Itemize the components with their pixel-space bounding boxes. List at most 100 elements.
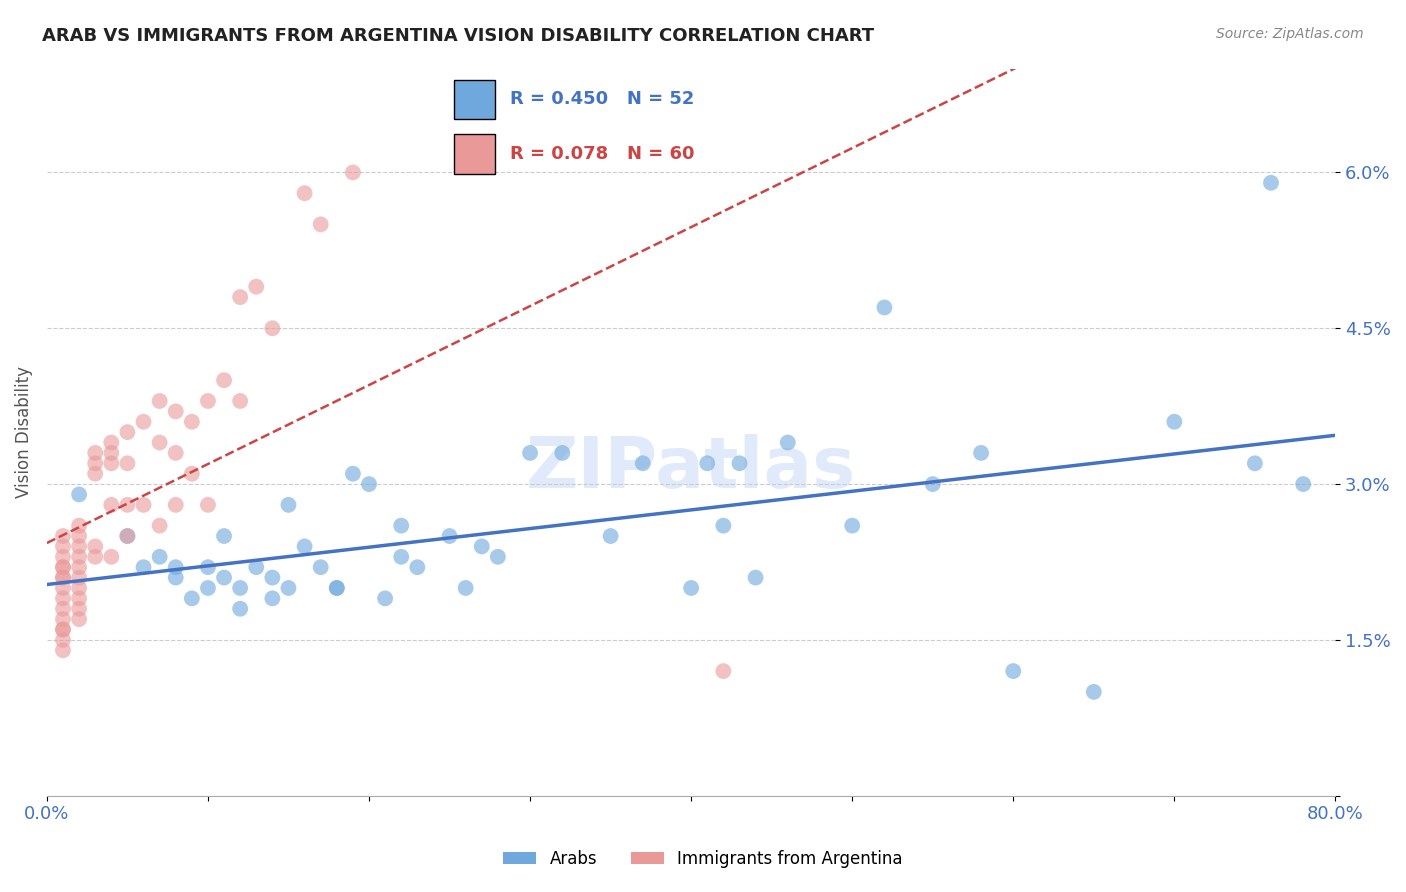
Point — [1244, 456, 1267, 470]
Point — [309, 560, 332, 574]
Point — [406, 560, 429, 574]
Point — [132, 560, 155, 574]
Point — [711, 664, 734, 678]
Point — [67, 518, 90, 533]
Point — [132, 415, 155, 429]
Point — [197, 498, 219, 512]
FancyBboxPatch shape — [454, 79, 495, 119]
Y-axis label: Vision Disability: Vision Disability — [15, 366, 32, 498]
Point — [696, 456, 718, 470]
Point — [326, 581, 349, 595]
Point — [294, 540, 316, 554]
Point — [52, 571, 75, 585]
Point — [117, 498, 139, 512]
Point — [262, 571, 284, 585]
Point — [165, 404, 187, 418]
Point — [728, 456, 751, 470]
Text: R = 0.450   N = 52: R = 0.450 N = 52 — [510, 90, 695, 108]
Point — [1260, 176, 1282, 190]
Point — [67, 581, 90, 595]
Point — [262, 321, 284, 335]
Point — [873, 301, 896, 315]
Point — [149, 549, 172, 564]
Point — [100, 456, 122, 470]
Point — [454, 581, 477, 595]
Point — [197, 394, 219, 409]
Point — [52, 591, 75, 606]
Point — [245, 279, 267, 293]
Point — [84, 540, 107, 554]
Point — [631, 456, 654, 470]
Point — [100, 549, 122, 564]
Point — [67, 591, 90, 606]
Point — [389, 549, 412, 564]
Point — [67, 571, 90, 585]
FancyBboxPatch shape — [454, 134, 495, 174]
Point — [117, 529, 139, 543]
Point — [52, 623, 75, 637]
Point — [342, 467, 364, 481]
Point — [342, 165, 364, 179]
Point — [67, 540, 90, 554]
Point — [52, 571, 75, 585]
Point — [84, 549, 107, 564]
Point — [52, 612, 75, 626]
Point — [519, 446, 541, 460]
Point — [262, 591, 284, 606]
Point — [52, 560, 75, 574]
Point — [52, 540, 75, 554]
Point — [67, 529, 90, 543]
Text: ZIPatlas: ZIPatlas — [526, 434, 856, 503]
Point — [1083, 685, 1105, 699]
Point — [212, 571, 235, 585]
Point — [165, 560, 187, 574]
Point — [149, 518, 172, 533]
Point — [52, 632, 75, 647]
Point — [67, 487, 90, 501]
Point — [309, 218, 332, 232]
Point — [1292, 477, 1315, 491]
Point — [52, 529, 75, 543]
Point — [197, 560, 219, 574]
Point — [681, 581, 703, 595]
Point — [711, 518, 734, 533]
Point — [744, 571, 766, 585]
Point — [389, 518, 412, 533]
Point — [1163, 415, 1185, 429]
Point — [197, 581, 219, 595]
Point — [841, 518, 863, 533]
Point — [165, 446, 187, 460]
Point — [245, 560, 267, 574]
Point — [212, 373, 235, 387]
Point — [149, 394, 172, 409]
Point — [599, 529, 621, 543]
Point — [277, 498, 299, 512]
Point — [132, 498, 155, 512]
Point — [84, 467, 107, 481]
Point — [117, 529, 139, 543]
Point — [67, 601, 90, 615]
Point — [180, 467, 202, 481]
Point — [1002, 664, 1025, 678]
Point — [180, 591, 202, 606]
Point — [149, 435, 172, 450]
Point — [229, 394, 252, 409]
Point — [67, 549, 90, 564]
Point — [67, 612, 90, 626]
Text: Source: ZipAtlas.com: Source: ZipAtlas.com — [1216, 27, 1364, 41]
Point — [970, 446, 993, 460]
Point — [294, 186, 316, 201]
Point — [471, 540, 494, 554]
Point — [52, 560, 75, 574]
Point — [117, 425, 139, 439]
Text: ARAB VS IMMIGRANTS FROM ARGENTINA VISION DISABILITY CORRELATION CHART: ARAB VS IMMIGRANTS FROM ARGENTINA VISION… — [42, 27, 875, 45]
Point — [52, 623, 75, 637]
Point — [67, 560, 90, 574]
Point — [117, 456, 139, 470]
Point — [486, 549, 509, 564]
Point — [551, 446, 574, 460]
Text: R = 0.078   N = 60: R = 0.078 N = 60 — [510, 145, 695, 163]
Point — [52, 601, 75, 615]
Point — [212, 529, 235, 543]
Point — [165, 498, 187, 512]
